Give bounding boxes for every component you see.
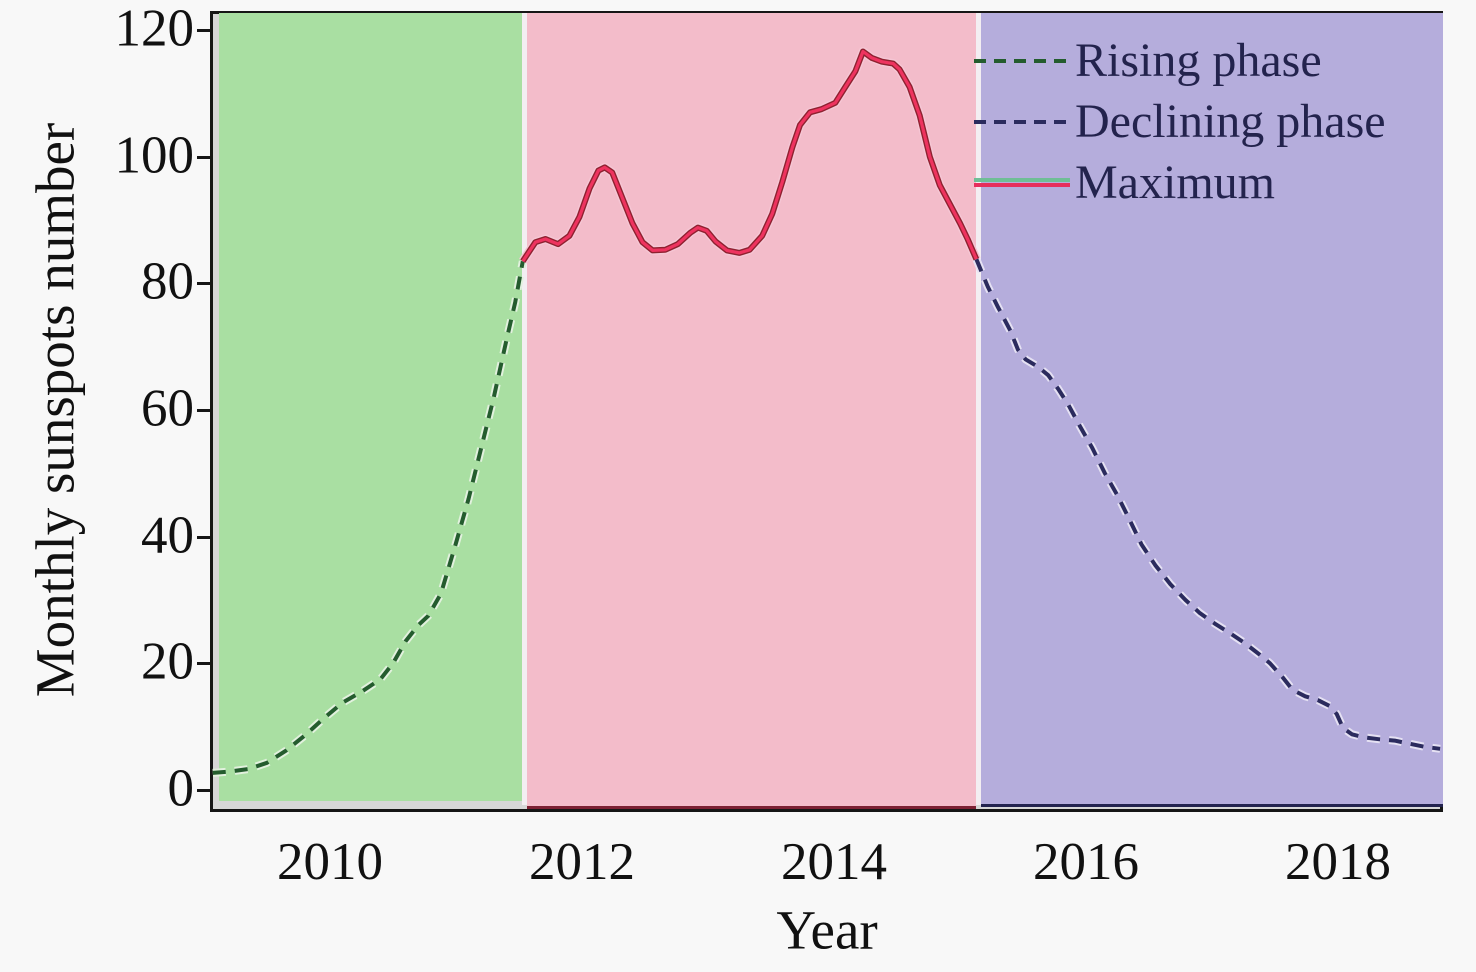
maximum-line-sample [974, 177, 1070, 187]
legend-item-rising-phase: Rising phase [972, 30, 1386, 91]
legend-item-maximum: Maximum [972, 152, 1386, 213]
y-tick-label: 100 [114, 126, 195, 185]
legend-label-rising-phase: Rising phase [1075, 33, 1322, 87]
y-tick-label: 40 [141, 506, 194, 565]
x-tick-label: 2012 [529, 833, 635, 891]
x-axis-label: Year [776, 899, 878, 961]
legend-label-maximum: Maximum [1075, 155, 1275, 209]
y-tick-mark [197, 409, 211, 412]
y-tick-mark [197, 29, 211, 32]
y-tick-mark [197, 789, 211, 792]
legend-label-declining-phase: Declining phase [1075, 94, 1386, 148]
x-tick-label: 2010 [277, 833, 383, 891]
y-tick-label: 60 [141, 379, 194, 438]
x-tick-label: 2014 [781, 833, 887, 891]
x-tick-label: 2016 [1033, 833, 1139, 891]
y-tick-label: 80 [141, 252, 194, 311]
maximum-region [526, 13, 977, 809]
y-tick-mark [197, 535, 211, 539]
rising-phase-line-sample [974, 58, 1070, 63]
legend-item-declining-phase: Declining phase [972, 91, 1386, 152]
legend: Rising phase Declining phase Maximum [972, 30, 1386, 213]
y-tick-mark [197, 282, 211, 286]
region-divider [521, 13, 527, 805]
x-tick-label: 2018 [1285, 833, 1391, 891]
y-tick-label: 120 [114, 0, 195, 58]
y-tick-mark [197, 155, 211, 159]
y-tick-label: 20 [141, 632, 194, 691]
rising-phase-region [219, 13, 522, 801]
y-tick-label: 0 [167, 759, 195, 818]
declining-phase-line-sample [974, 119, 1070, 124]
y-tick-mark [197, 662, 211, 666]
